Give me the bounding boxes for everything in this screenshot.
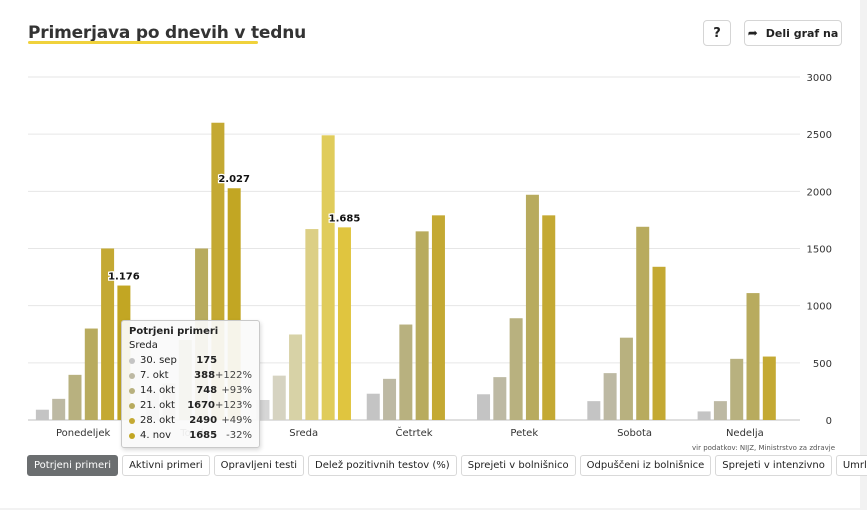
bar — [746, 293, 760, 420]
data-label: 1.176 — [108, 272, 140, 283]
bar — [762, 356, 776, 420]
bar — [272, 375, 286, 420]
tooltip-series-label: 30. sep — [140, 355, 177, 366]
tooltip-series-label: 14. okt — [140, 385, 175, 396]
share-label: Deli graf na — [765, 26, 839, 40]
share-arrow-icon: ➦ — [747, 26, 758, 40]
tooltip-value: 748 — [196, 385, 218, 396]
y-tick-label: 2000 — [807, 187, 832, 198]
legend-dot-icon — [129, 417, 135, 424]
y-tick-label: 500 — [813, 359, 832, 370]
bar — [366, 393, 380, 420]
bar — [477, 394, 491, 420]
x-tick-label: Sreda — [289, 428, 318, 439]
tooltip-category: Sreda — [129, 340, 158, 351]
title-underline — [28, 41, 258, 44]
tab-7[interactable]: Umrli — [835, 455, 867, 476]
tab-3[interactable]: Delež pozitivnih testov (%) — [308, 455, 457, 476]
bar — [431, 215, 445, 420]
tab-5[interactable]: Odpuščeni iz bolnišnice — [579, 455, 712, 476]
tab-1[interactable]: Aktivni primeri — [122, 455, 210, 476]
x-tick-label: Nedelja — [726, 428, 764, 439]
x-tick-label: Sobota — [617, 428, 652, 439]
tooltip-change: +93% — [221, 385, 252, 396]
bar — [730, 358, 744, 420]
legend-dot-icon — [129, 432, 135, 439]
tooltip-value: 1685 — [189, 430, 218, 441]
tooltip-change: +49% — [221, 415, 252, 426]
legend-dot-icon — [129, 372, 135, 379]
bar — [68, 374, 82, 420]
bar — [697, 411, 711, 420]
bar — [289, 334, 303, 420]
data-label: 1.685 — [329, 213, 361, 224]
help-label: ? — [713, 25, 721, 41]
tab-4[interactable]: Sprejeti v bolnišnico — [460, 455, 576, 476]
tooltip-row: 30. sep 175 — [129, 353, 252, 368]
bar — [542, 215, 556, 420]
tooltip-value: 2490 — [189, 415, 218, 426]
bar — [415, 231, 429, 420]
tooltip-series-label: 4. nov — [140, 430, 172, 441]
chart-title: Primerjava po dnevih v tednu — [28, 23, 306, 43]
tooltip-row: 21. okt 1670 +123% — [129, 398, 252, 413]
tooltip-value: 388 — [194, 370, 216, 381]
help-button[interactable]: ? — [703, 20, 731, 46]
bar — [101, 248, 115, 420]
bar — [493, 377, 507, 420]
tab-6[interactable]: Sprejeti v intenzivno — [715, 455, 832, 476]
bar — [603, 373, 617, 420]
x-tick-label: Petek — [510, 428, 538, 439]
tab-2[interactable]: Opravljeni testi — [213, 455, 305, 476]
bar — [35, 409, 49, 420]
y-tick-label: 3000 — [807, 73, 832, 84]
tooltip-title: Potrjeni primeri — [129, 326, 219, 337]
tooltip-row: 28. okt 2490 +49% — [129, 413, 252, 428]
data-label: 2.027 — [218, 174, 250, 185]
chart-tooltip: Potrjeni primeri Sreda 30. sep 175 7. okt 3… — [121, 320, 260, 448]
bar — [713, 401, 727, 420]
data-source: vir podatkov: NIJZ, Ministrstvo za zdrav… — [692, 444, 835, 452]
tooltip-row: 7. okt 388 +122% — [129, 368, 252, 383]
y-tick-label: 1500 — [807, 245, 832, 256]
tooltip-value: 175 — [196, 355, 218, 366]
bar — [652, 266, 666, 420]
bar — [587, 401, 601, 420]
bar — [305, 229, 319, 420]
bar — [52, 398, 66, 420]
tooltip-series-label: 7. okt — [140, 370, 169, 381]
tooltip-rows: 30. sep 175 7. okt 388 +122% 14. okt 748 +93% 21… — [129, 353, 252, 443]
tooltip-change: -32% — [226, 430, 252, 441]
share-button[interactable]: ➦ Deli graf na — [744, 20, 842, 46]
tooltip-series-label: 21. okt — [140, 400, 175, 411]
bar — [337, 227, 351, 420]
y-tick-label: 1000 — [807, 302, 832, 313]
y-tick-label: 2500 — [807, 130, 832, 141]
bar — [399, 324, 413, 420]
bar — [619, 337, 633, 420]
legend-dot-icon — [129, 357, 135, 364]
bar — [509, 318, 523, 420]
bar — [383, 378, 397, 420]
bar — [84, 328, 98, 420]
tooltip-series-label: 28. okt — [140, 415, 175, 426]
tooltip-change: +123% — [215, 400, 252, 411]
tooltip-change: +122% — [215, 370, 252, 381]
legend-dot-icon — [129, 387, 135, 394]
bar — [636, 226, 650, 420]
x-tick-label: Četrtek — [395, 426, 432, 439]
legend-dot-icon — [129, 402, 135, 409]
x-tick-label: Ponedeljek — [56, 428, 110, 439]
tooltip-row: 4. nov 1685 -32% — [129, 428, 252, 443]
tooltip-value: 1670 — [187, 400, 216, 411]
y-tick-label: 0 — [826, 416, 832, 427]
tab-0[interactable]: Potrjeni primeri — [27, 455, 119, 476]
metric-tabs: Potrjeni primeri Aktivni primeri Opravljen… — [27, 455, 867, 476]
tooltip-row: 14. okt 748 +93% — [129, 383, 252, 398]
bar — [321, 135, 335, 420]
bar — [525, 194, 539, 420]
